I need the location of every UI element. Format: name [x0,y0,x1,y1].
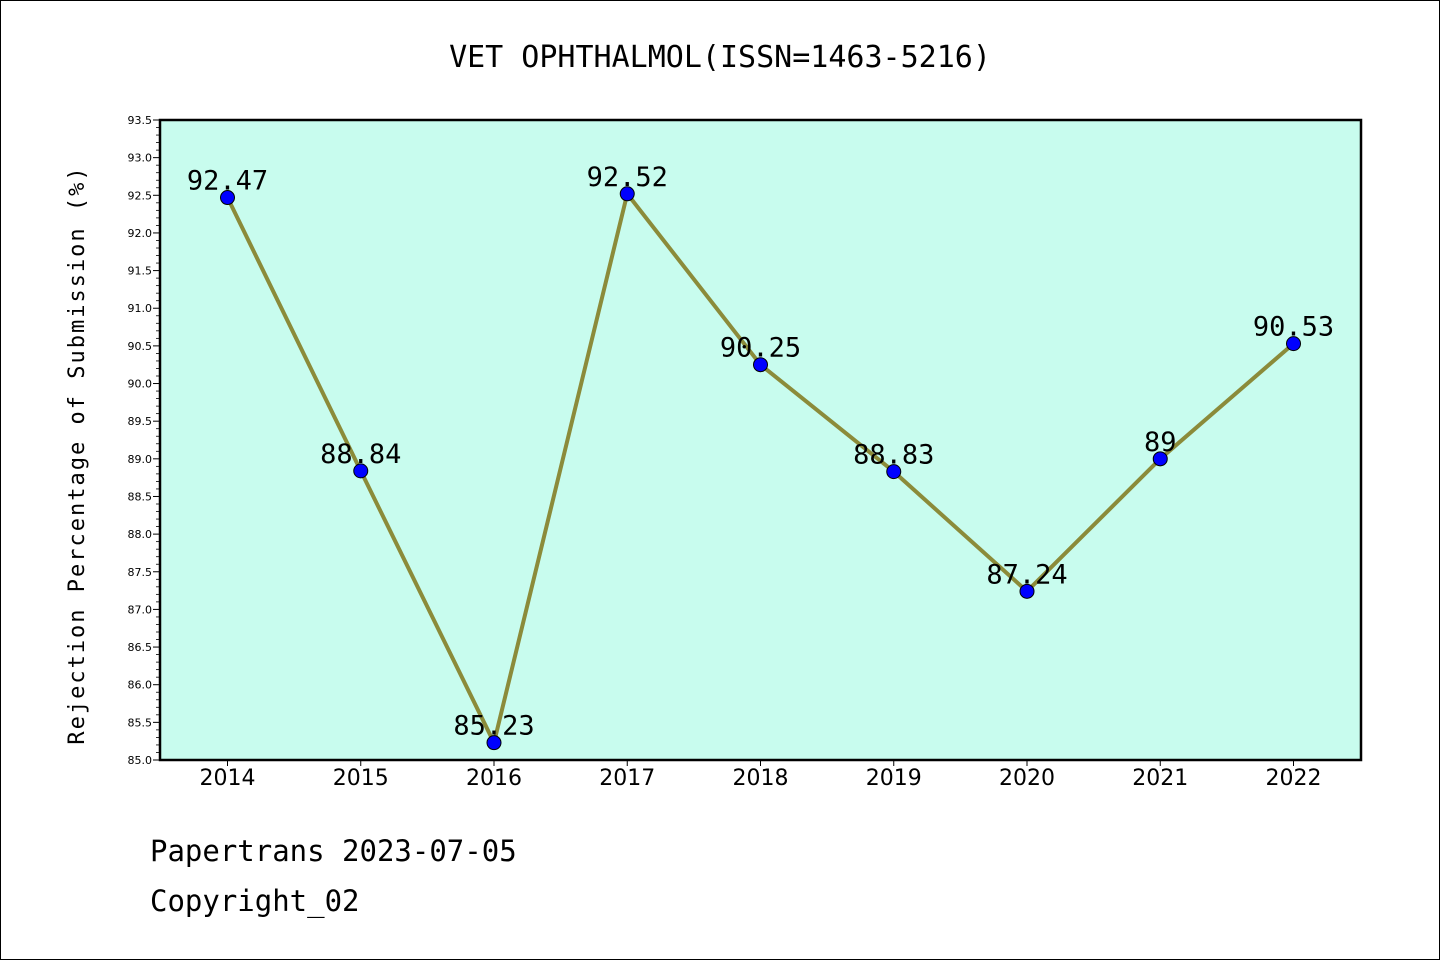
x-tick-label: 2020 [999,766,1055,791]
data-point [753,357,768,373]
x-tick-label: 2022 [1266,766,1322,791]
plot-area [158,118,1363,762]
y-tick-label: 89.0 [128,453,153,466]
chart-title: VET OPHTHALMOL(ISSN=1463-5216) [449,40,991,75]
x-tick-label: 2015 [333,766,389,791]
data-point [1019,583,1035,599]
data-label: 92.52 [587,162,668,193]
y-axis-label: Rejection Percentage of Submission (%) [65,165,90,744]
y-tick-label: 88.0 [128,528,153,541]
y-tick-label: 90.5 [128,340,153,353]
data-point [353,463,369,479]
y-tick-label: 93.5 [128,114,153,127]
data-label: 88.84 [320,439,401,470]
x-tick-label: 2014 [200,766,256,791]
y-tick-label: 85.5 [128,716,153,729]
x-tick-label: 2021 [1132,766,1188,791]
y-tick-label: 85.0 [128,754,153,767]
x-tick-label: 2016 [466,766,522,791]
y-tick-label: 91.0 [128,302,153,315]
data-label: 88.83 [853,440,934,471]
data-point [220,190,235,206]
data-label: 92.47 [187,166,268,197]
y-tick-label: 92.0 [128,227,153,240]
y-tick-label: 93.0 [128,152,153,165]
data-point [486,735,502,751]
y-tick-label: 91.5 [128,265,153,278]
series-group [220,186,1301,751]
y-tick-label: 88.5 [128,490,153,503]
y-tick-label: 92.5 [128,189,153,202]
x-tick-label: 2017 [599,766,655,791]
y-tick-label: 90.0 [128,378,153,391]
footer-source-date: Papertrans 2023-07-05 [150,834,517,868]
data-label: 85.23 [453,711,534,742]
data-label: 90.25 [720,333,801,364]
y-tick-label: 86.5 [128,641,153,654]
y-tick-label: 89.5 [128,415,153,428]
y-tick-label: 87.0 [128,603,153,616]
y-tick-label: 86.0 [128,679,153,692]
data-label: 87.24 [986,559,1067,590]
x-axis-ticks: 2014 2015 2016 2017 2018 2019 2020 2021 2022 [200,760,1322,791]
data-labels: 92.47 88.84 85.23 92.52 90.25 88.83 87.24 89 90.… [187,162,1334,742]
y-tick-label: 87.5 [128,566,153,579]
data-point [619,186,635,202]
x-tick-label: 2018 [733,766,789,791]
data-point [1152,451,1168,467]
data-point [1286,336,1301,352]
data-label: 90.53 [1253,312,1334,343]
data-label: 89 [1144,427,1177,458]
data-point [886,464,902,480]
y-axis-ticks: 85.0 85.5 86.0 86.5 87.0 87.5 88.0 88.5 89.0 89.5… [128,114,160,767]
x-tick-label: 2019 [866,766,922,791]
footer-copyright: Copyright_02 [150,884,360,918]
